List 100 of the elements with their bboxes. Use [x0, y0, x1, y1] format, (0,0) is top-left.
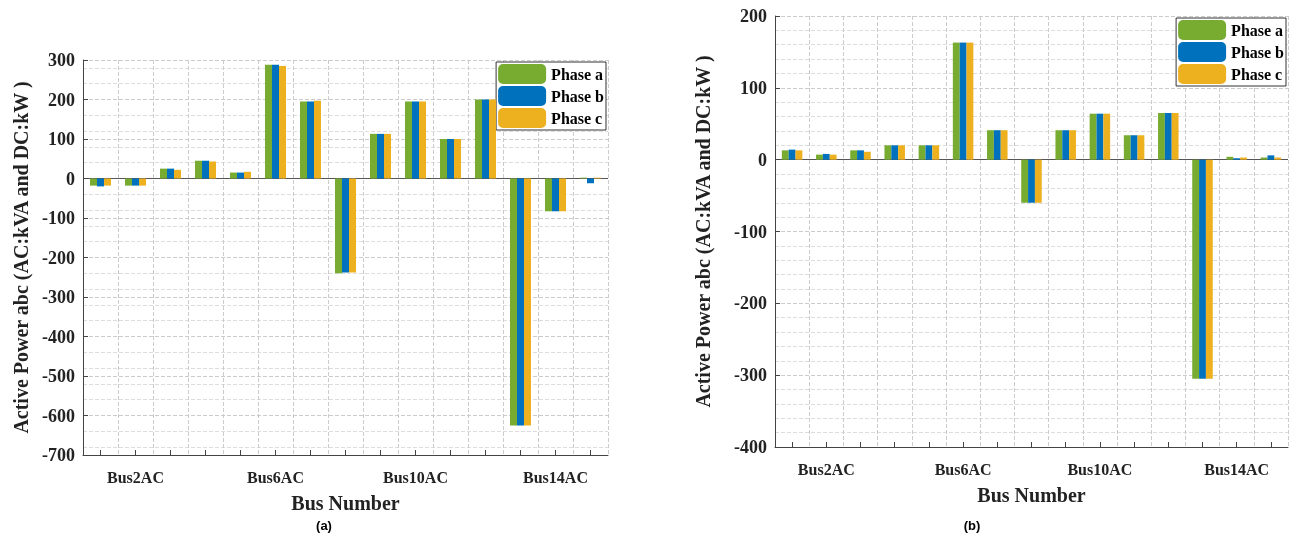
bar [1000, 130, 1008, 160]
text: (a) [316, 518, 332, 533]
bar [1274, 157, 1282, 160]
bar [1096, 113, 1104, 160]
bar [1062, 130, 1070, 160]
bar [1226, 156, 1234, 160]
bar [781, 150, 789, 160]
bar [959, 42, 967, 160]
x-tick-label: Bus10AC [1067, 460, 1133, 478]
bar [370, 133, 377, 179]
bar [90, 178, 97, 186]
bar [230, 172, 237, 179]
y-tick-label: -600 [42, 405, 75, 426]
y-tick-label: -100 [42, 208, 75, 228]
bar [552, 178, 559, 212]
bar [1130, 135, 1138, 160]
bar [132, 178, 139, 186]
bar [1164, 112, 1172, 160]
bar [447, 139, 454, 179]
bar [419, 101, 426, 179]
bar [195, 160, 202, 179]
bar [952, 42, 960, 160]
legend-label: Phase c [1231, 65, 1283, 83]
bar [1137, 135, 1145, 160]
y-tick-label: 0 [66, 168, 75, 189]
x-tick-label: Bus2AC [107, 468, 164, 486]
bar [335, 178, 342, 274]
bar [795, 150, 803, 160]
bar [993, 130, 1001, 160]
y-tick-label: -300 [734, 365, 767, 386]
x-tick-label: Bus6AC [247, 468, 304, 486]
bar [1158, 112, 1165, 160]
y-tick-label: -400 [42, 326, 75, 347]
legend-label: Phase c [551, 109, 603, 127]
bar [559, 178, 566, 212]
y-tick-label: -200 [42, 247, 75, 268]
bar [202, 160, 209, 179]
bar [139, 178, 146, 186]
bar [342, 178, 349, 273]
bar [925, 145, 933, 160]
bar [517, 178, 524, 426]
bar [829, 154, 837, 160]
x-tick-label: Bus6AC [934, 460, 992, 478]
bar [244, 171, 251, 179]
bar [932, 145, 940, 160]
bar [545, 178, 552, 212]
bar [1205, 159, 1213, 379]
y-tick-label: 200 [740, 6, 767, 26]
bar [1267, 155, 1275, 160]
bar [898, 145, 905, 160]
bar [160, 168, 167, 179]
bar [125, 178, 132, 186]
y-tick-label: -300 [42, 287, 75, 307]
bar [384, 133, 391, 179]
x-tick-label: Bus14AC [1204, 460, 1270, 478]
x-axis-title: Bus Number [291, 492, 400, 514]
bar [475, 99, 482, 179]
bar [1123, 135, 1131, 160]
bar [174, 169, 181, 179]
bar [1069, 130, 1076, 160]
bar [377, 133, 384, 179]
bar [1103, 113, 1111, 160]
bar [300, 101, 307, 179]
bar [850, 150, 858, 160]
bar [524, 178, 531, 426]
bar [489, 99, 496, 179]
bar [816, 154, 823, 160]
bar [510, 178, 517, 426]
bar [863, 151, 871, 160]
bar [237, 172, 244, 179]
x-axis-title: Bus Number [977, 484, 1086, 506]
bar [1240, 157, 1247, 160]
bar [1171, 112, 1179, 160]
y-tick-label: 100 [740, 77, 767, 98]
bar [822, 153, 830, 160]
bar [307, 101, 314, 179]
x-tick-label: Bus10AC [383, 468, 448, 486]
bar [788, 149, 796, 160]
legend-label: Phase a [1231, 21, 1284, 39]
bar [891, 145, 899, 160]
bar [454, 139, 461, 179]
y-axis-title: Active Power abc (AC:kVA and DC:kW ) [692, 55, 715, 408]
y-tick-label: -200 [734, 293, 767, 314]
bar [1055, 130, 1063, 160]
y-tick-label: 200 [48, 89, 75, 110]
y-tick-label: 100 [48, 129, 75, 149]
y-tick-label: 0 [758, 149, 767, 170]
bar [1192, 159, 1200, 379]
legend-label: Phase b [1231, 43, 1285, 61]
bar [314, 100, 321, 179]
bar [104, 178, 111, 186]
y-tick-label: -700 [42, 445, 75, 465]
bar [209, 161, 216, 179]
bar [1034, 159, 1042, 203]
y-axis-title: Active Power abc (AC:kVA and DC:kW ) [10, 81, 34, 434]
bar [1021, 159, 1029, 203]
bar [412, 101, 419, 179]
bar [482, 99, 489, 179]
bar [440, 139, 447, 179]
bar [349, 178, 356, 273]
